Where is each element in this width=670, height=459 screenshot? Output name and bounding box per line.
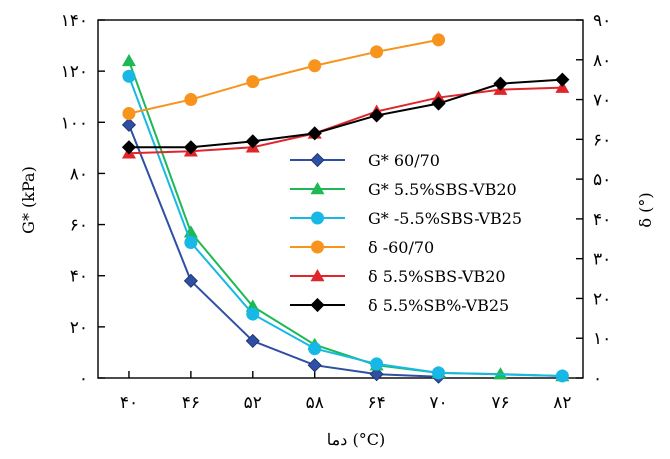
series-line <box>128 86 563 155</box>
data-point <box>308 342 322 356</box>
series-layer <box>121 33 570 384</box>
x-tick-label: ۴۶ <box>182 393 200 413</box>
x-tick-label: ۷۶ <box>491 393 509 413</box>
x-tick-label: ۸۲ <box>553 393 571 413</box>
legend-item: G* 5.5%SBS-VB20 <box>290 180 517 199</box>
data-point <box>308 59 322 73</box>
y-right-tick-label: ۶۰ <box>593 130 611 150</box>
data-point <box>184 93 198 107</box>
y-right-tick-label: ۴۰ <box>593 210 611 230</box>
x-tick-label: ۷۰ <box>429 393 447 413</box>
y-axis-left-title: G* (kPa) <box>19 166 38 234</box>
legend-marker <box>310 182 325 195</box>
x-tick-label: ۵۲ <box>244 393 262 413</box>
y-left-tick-label: ۰ <box>79 369 88 389</box>
data-point <box>555 369 569 383</box>
data-point <box>183 273 198 288</box>
data-point <box>431 96 446 111</box>
y-axis-right-title: δ (°) <box>636 192 655 227</box>
legend-marker <box>311 240 324 254</box>
x-tick-label: ۵۸ <box>306 393 324 413</box>
legend-item: δ 5.5%SB%-VB25 <box>290 296 509 315</box>
data-point <box>307 126 322 141</box>
x-tick-label: ۶۴ <box>367 393 385 413</box>
data-point <box>369 367 384 382</box>
data-point <box>245 134 260 149</box>
y-left-tick-label: ۸۰ <box>70 164 88 184</box>
series-3 <box>122 33 446 120</box>
legend-marker <box>310 152 325 168</box>
y-right-tick-label: ۲۰ <box>593 289 611 309</box>
x-tick-label: ۴۰ <box>120 393 138 413</box>
data-point <box>432 33 446 47</box>
y-left-tick-label: ۱۲۰ <box>61 62 88 82</box>
y-right-tick-label: ۵۰ <box>593 170 611 190</box>
data-point <box>493 367 508 380</box>
series-line <box>128 124 439 378</box>
y-left-tick-label: ۶۰ <box>70 216 88 236</box>
legend-item: δ -60/70 <box>290 238 434 257</box>
data-point <box>493 76 508 91</box>
y-left-tick-label: ۱۰۰ <box>61 113 88 133</box>
data-point <box>307 358 322 373</box>
data-point <box>245 333 260 348</box>
data-point <box>246 307 260 321</box>
legend: G* 60/70 G* 5.5%SBS-VB20 G* -5.5%SBS-VB25 δ… <box>290 151 522 315</box>
y-right-tick-label: ۷۰ <box>593 91 611 111</box>
y-left-tick-label: ۴۰ <box>70 267 88 287</box>
plot-frame <box>97 19 584 379</box>
series-5 <box>121 72 570 155</box>
legend-item: δ 5.5%SBS-VB20 <box>290 267 506 286</box>
data-point <box>183 140 198 155</box>
series-2 <box>122 69 569 383</box>
legend-label: G* 60/70 <box>368 151 440 170</box>
data-point <box>370 45 384 59</box>
y-right-tick-label: ۰ <box>593 369 602 389</box>
data-point <box>121 53 136 67</box>
legend-item: G* -5.5%SBS-VB25 <box>290 209 522 228</box>
legend-label: δ 5.5%SB%-VB25 <box>368 296 509 315</box>
y-right-tick-label: ۳۰ <box>593 250 611 270</box>
series-line <box>128 38 439 115</box>
legend-label: G* -5.5%SBS-VB25 <box>368 209 522 228</box>
x-axis-title: دما (°C) <box>327 430 385 449</box>
data-point <box>555 80 570 93</box>
data-point <box>122 106 136 120</box>
legend-item: G* 60/70 <box>290 151 440 170</box>
axes: ۰ ۲۰ ۴۰ ۶۰ ۸۰ ۱۰۰ ۱۲۰ ۱۴۰ ۰ ۱۰ ۲۰ ۳۰ ۴۰ ۵۰ ۶۰ ۷۰ ۸۰ ۹۰ ۴۰ ۴… <box>61 11 612 413</box>
y-right-tick-label: ۸۰ <box>593 51 611 71</box>
y-left-tick-label: ۲۰ <box>70 318 88 338</box>
data-point <box>246 75 260 89</box>
legend-label: G* 5.5%SBS-VB20 <box>368 180 517 199</box>
legend-marker <box>310 297 325 313</box>
data-point <box>370 357 384 371</box>
y-right-tick-label: ۱۰ <box>593 329 611 349</box>
data-point <box>369 108 384 123</box>
data-point <box>555 72 570 87</box>
data-point <box>121 117 137 132</box>
data-point <box>432 366 446 380</box>
legend-label: δ -60/70 <box>368 238 434 257</box>
legend-marker <box>310 269 325 282</box>
series-line <box>128 78 563 149</box>
legend-marker <box>311 211 324 225</box>
legend-label: δ 5.5%SBS-VB20 <box>368 267 506 286</box>
data-point <box>121 140 137 155</box>
data-point <box>184 235 198 249</box>
data-point <box>122 69 136 83</box>
y-left-tick-label: ۱۴۰ <box>61 11 88 31</box>
y-right-tick-label: ۹۰ <box>593 11 611 31</box>
